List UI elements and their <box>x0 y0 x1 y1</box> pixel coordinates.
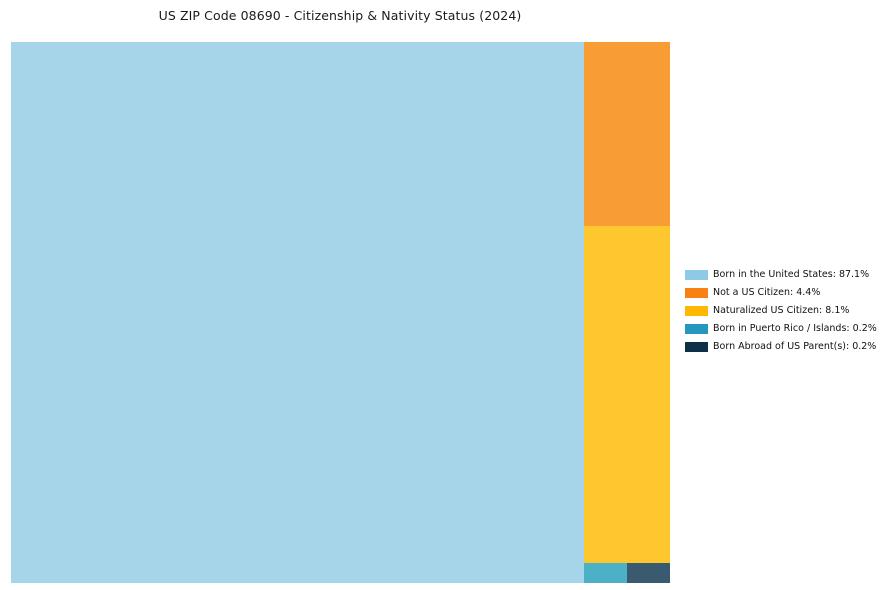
legend-color-swatch <box>685 288 708 298</box>
legend-item-label: Born Abroad of US Parent(s): 0.2% <box>713 341 877 353</box>
legend-color-swatch <box>685 270 708 280</box>
treemap-tile[interactable] <box>584 563 627 583</box>
legend-color-swatch <box>685 306 708 316</box>
legend-item[interactable]: Not a US Citizen: 4.4% <box>685 284 885 302</box>
legend-item[interactable]: Born Abroad of US Parent(s): 0.2% <box>685 338 885 356</box>
legend-color-swatch <box>685 342 708 352</box>
legend-item-label: Naturalized US Citizen: 8.1% <box>713 305 850 317</box>
legend-item[interactable]: Born in Puerto Rico / Islands: 0.2% <box>685 320 885 338</box>
legend-item-label: Born in Puerto Rico / Islands: 0.2% <box>713 323 877 335</box>
treemap-tile[interactable] <box>627 563 670 583</box>
chart-title: US ZIP Code 08690 - Citizenship & Nativi… <box>158 8 522 23</box>
legend-color-swatch <box>685 324 708 334</box>
legend-item-label: Not a US Citizen: 4.4% <box>713 287 821 299</box>
chart-legend: Born in the United States: 87.1% Not a US… <box>685 266 885 356</box>
legend-item-label: Born in the United States: 87.1% <box>713 269 870 281</box>
legend-item[interactable]: Naturalized US Citizen: 8.1% <box>685 302 885 320</box>
treemap-tile[interactable] <box>584 226 670 563</box>
legend-item[interactable]: Born in the United States: 87.1% <box>685 266 885 284</box>
treemap-tile[interactable] <box>11 42 584 583</box>
treemap-plot-area <box>11 42 670 583</box>
treemap-tile[interactable] <box>584 42 670 226</box>
